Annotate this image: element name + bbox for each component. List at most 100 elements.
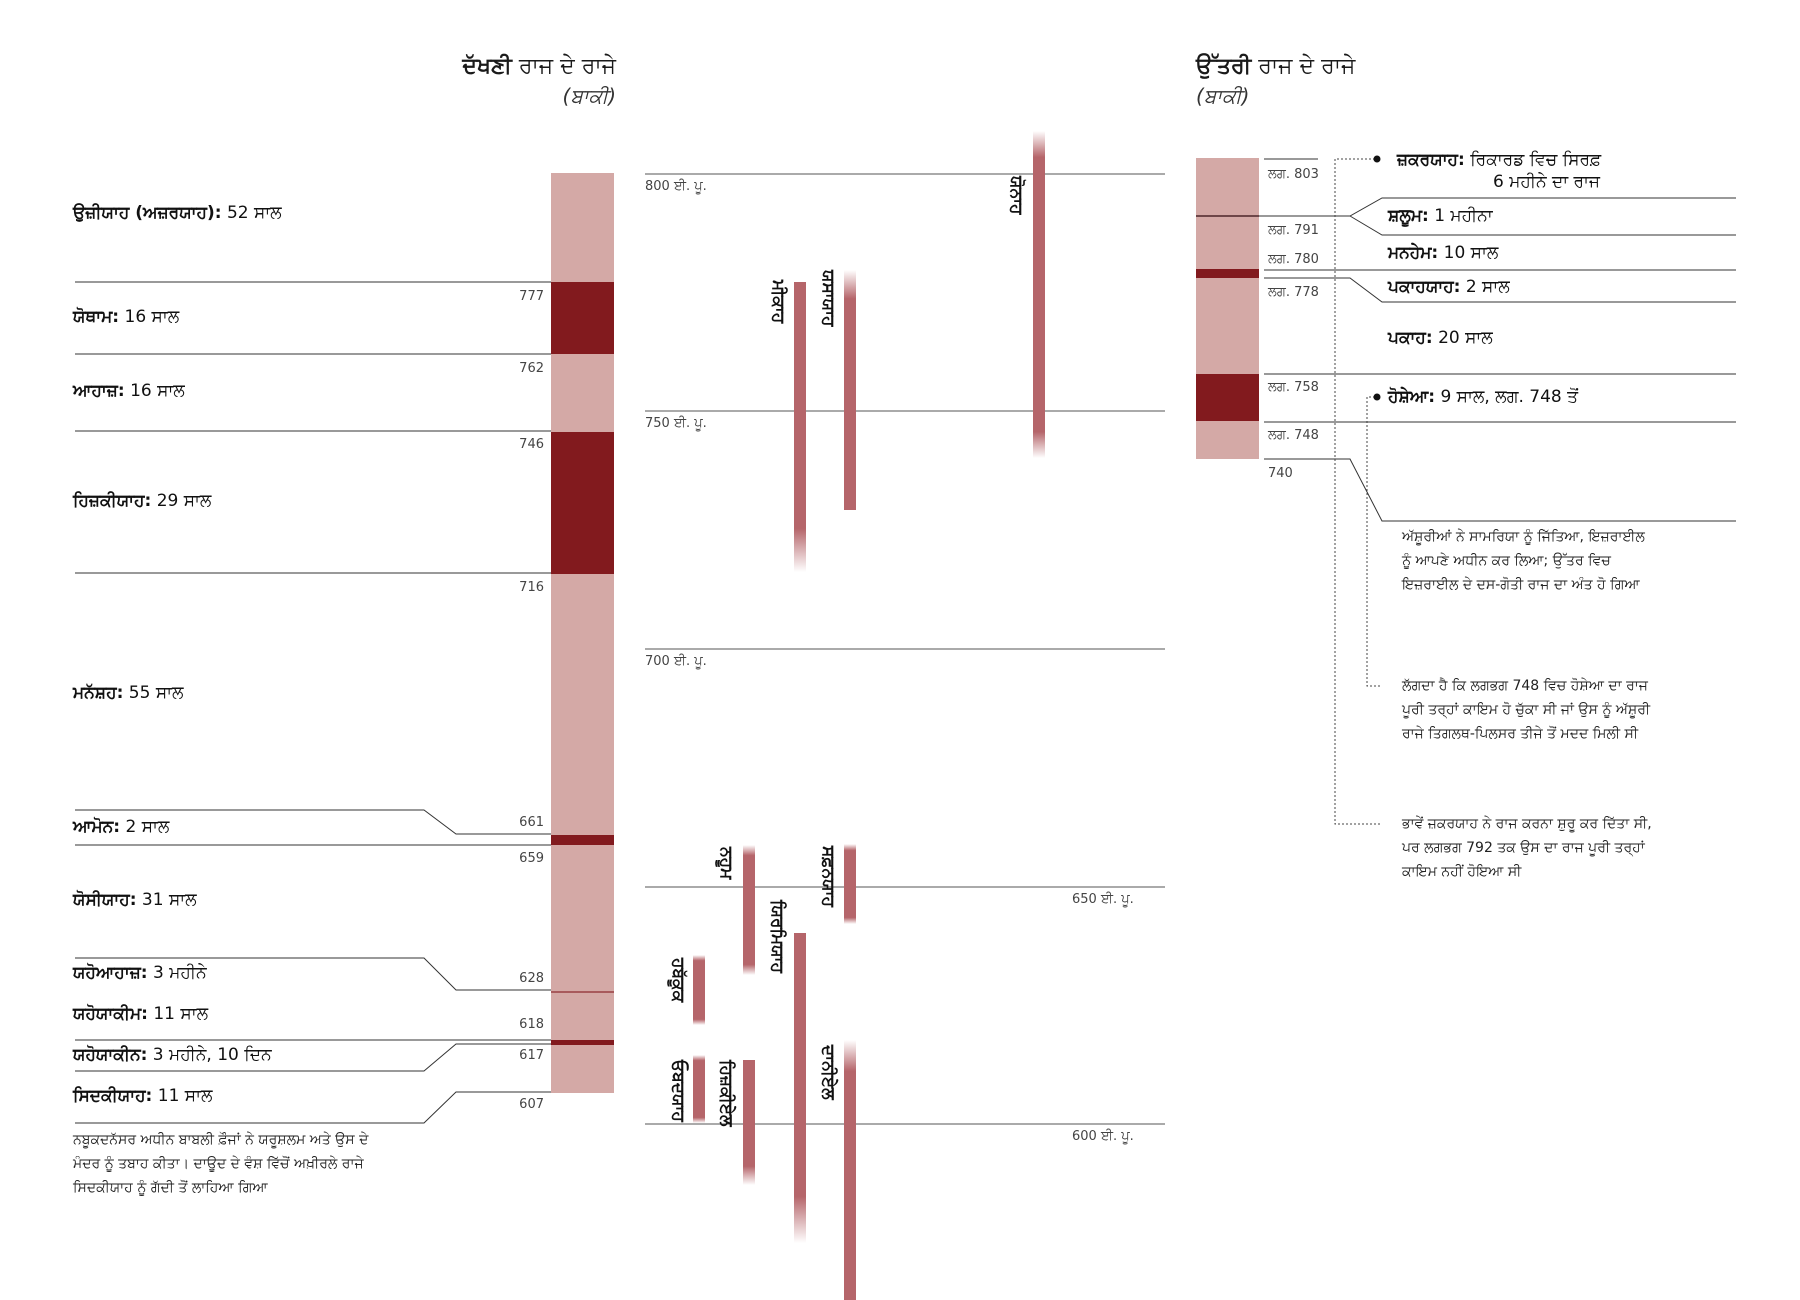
- south-king-manasseh: ਮਨੱਸ਼ਹ: 55 ਸਾਲ: [73, 683, 184, 703]
- prophet-label-jonah: ਯੋਨਾਹ: [1006, 176, 1026, 215]
- north-segment-hoshea-early: [1196, 374, 1259, 421]
- prophet-label-obadiah: ਓਬਦਯਾਹ: [668, 1060, 688, 1122]
- divider-617: [75, 1043, 551, 1072]
- north-divider-791b: [1349, 215, 1736, 236]
- era-label-800: 800 ਈ. ਪੂ.: [645, 179, 707, 194]
- south-year-661: 661: [519, 815, 544, 830]
- prophet-bar-jonah: [1033, 131, 1045, 458]
- south-king-hezekiah: ਹਿਜ਼ਕੀਯਾਹ: 29 ਸਾਲ: [73, 491, 212, 511]
- bullet-zechariah: [1373, 155, 1381, 163]
- reign-segment-zedekiah: [551, 1045, 614, 1093]
- south-king-ahaz: ਆਹਾਜ਼: 16 ਸਾਲ: [73, 381, 185, 401]
- north-divider-740: [1264, 458, 1736, 522]
- north-king-zechariah-reign: 6 ਮਹੀਨੇ ਦਾ ਰਾਜ: [1493, 172, 1601, 192]
- north-year-791: ਲਗ. 791: [1268, 223, 1319, 238]
- reign-segment-manasseh: [551, 574, 614, 835]
- south-king-jehoiachin: ਯਹੋਯਾਕੀਨ: 3 ਮਹੀਨੇ, 10 ਦਿਨ: [73, 1045, 272, 1065]
- north-king-shallum: ਸ਼ਲੂਮ: 1 ਮਹੀਨਾ: [1388, 206, 1493, 226]
- prophet-label-zephaniah: ਸਫ਼ਨਯਾਹ: [818, 846, 838, 907]
- north-segment-hoshea: [1196, 421, 1259, 459]
- south-king-uzziah: ਉਜ਼ੀਯਾਹ (ਅਜ਼ਰਯਾਹ): 52 ਸਾਲ: [73, 203, 282, 223]
- divider-607: [75, 1091, 551, 1124]
- prophet-label-habakkuk: ਹਬੱਕੂਕ: [668, 958, 688, 1003]
- south-king-jehoiakim: ਯਹੋਯਾਕੀਮ: 11 ਸਾਲ: [73, 1004, 209, 1024]
- reign-segment-jehoiakim: [551, 993, 614, 1040]
- prophet-bar-habakkuk: [693, 955, 705, 1025]
- era-label-600: 600 ਈ. ਪੂ.: [1072, 1129, 1134, 1144]
- reign-segment-ahaz: [551, 354, 614, 432]
- era-label-750: 750 ਈ. ਪੂ.: [645, 416, 707, 431]
- era-label-650: 650 ਈ. ਪੂ.: [1072, 892, 1134, 907]
- divider-628: [75, 957, 551, 991]
- north-note-conquest: ਅੱਸ਼ੂਰੀਆਂ ਨੇ ਸਾਮਰਿਯਾ ਨੂੰ ਜਿੱਤਿਆ, ਇਜ਼ਰਾਈਲ…: [1402, 529, 1645, 593]
- callout-zechariah: [1334, 158, 1382, 825]
- south-king-jehoahaz: ਯਹੋਆਹਾਜ਼: 3 ਮਹੀਨੇ: [73, 963, 207, 983]
- reign-segment-jehoiachin: [551, 1040, 614, 1045]
- north-king-zechariah: ਜ਼ਕਰਯਾਹ: ਰਿਕਾਰਡ ਵਿਚ ਸਿਰਫ਼: [1397, 150, 1602, 170]
- north-kingdom-title: ਉੱਤਰੀ ਰਾਜ ਦੇ ਰਾਜੇ: [1196, 54, 1356, 79]
- north-king-pekahiah: ਪਕਾਹਯਾਹ: 2 ਸਾਲ: [1388, 277, 1510, 297]
- north-segment-pekahiah: [1196, 269, 1259, 278]
- prophet-bar-daniel: [844, 1040, 856, 1300]
- north-segment-pekah: [1196, 278, 1259, 374]
- south-kingdom-subtitle: (ਬਾਕੀ): [562, 84, 616, 108]
- prophet-bar-zephaniah: [844, 844, 856, 924]
- south-divider-lines: [75, 281, 551, 1124]
- prophet-bars: [693, 131, 1045, 1300]
- prophet-bar-nahum: [743, 845, 755, 975]
- north-year-778: ਲਗ. 778: [1268, 285, 1319, 300]
- north-divider-778: [1264, 277, 1736, 303]
- south-year-617: 617: [519, 1048, 544, 1063]
- prophet-label-nahum: ਨਹੂਮ: [716, 847, 736, 880]
- north-segment-zechariah: [1196, 158, 1259, 215]
- prophet-label-jeremiah: ਯਿਰਮਿਯਾਹ: [767, 900, 787, 973]
- prophet-label-micah: ਮੀਕਾਹ: [768, 280, 788, 324]
- prophet-bar-obadiah: [693, 1055, 705, 1123]
- south-year-762: 762: [519, 361, 544, 376]
- reign-segment-jotham: [551, 282, 614, 354]
- south-year-618: 618: [519, 1017, 544, 1032]
- north-year-803: ਲਗ. 803: [1268, 167, 1319, 182]
- prophet-bar-ezekiel: [743, 1060, 755, 1185]
- north-year-740: 740: [1268, 466, 1293, 481]
- north-reign-bar: [1196, 158, 1259, 459]
- south-year-607: 607: [519, 1097, 544, 1112]
- prophet-label-daniel: ਦਾਨੀਏਲ: [818, 1045, 838, 1100]
- north-note-hoshea: ਲੱਗਦਾ ਹੈ ਕਿ ਲਗਭਗ 748 ਵਿਚ ਹੋਸ਼ੇਆ ਦਾ ਰਾਜ ਪ…: [1402, 678, 1651, 742]
- era-lines: [645, 173, 1165, 1125]
- south-king-zedekiah: ਸਿਦਕੀਯਾਹ: 11 ਸਾਲ: [73, 1086, 213, 1106]
- reign-segment-amon: [551, 835, 614, 845]
- bullet-hoshea: [1373, 393, 1381, 401]
- south-reign-bar: [551, 173, 614, 1093]
- divider-661: [75, 809, 551, 835]
- south-king-amon: ਆਮੋਨ: 2 ਸਾਲ: [73, 817, 170, 837]
- south-kingdom-title: ਦੱਖਣੀ ਰਾਜ ਦੇ ਰਾਜੇ: [462, 54, 616, 79]
- prophet-bar-jeremiah: [794, 933, 806, 1243]
- south-king-jotham: ਯੋਥਾਮ: 16 ਸਾਲ: [73, 307, 180, 327]
- prophet-bar-micah: [794, 282, 806, 572]
- north-year-748: ਲਗ. 748: [1268, 428, 1319, 443]
- north-note-zechariah: ਭਾਵੇਂ ਜ਼ਕਰਯਾਹ ਨੇ ਰਾਜ ਕਰਨਾ ਸ਼ੁਰੂ ਕਰ ਦਿੱਤਾ…: [1402, 816, 1652, 880]
- callout-hoshea: [1366, 396, 1382, 687]
- north-divider-791: [1196, 197, 1736, 217]
- reign-segment-jehoahaz: [551, 991, 614, 993]
- dotted-callouts: [1334, 158, 1382, 825]
- prophet-label-ezekiel: ਹਿਜ਼ਕੀਏਲ: [716, 1060, 736, 1127]
- era-label-700: 700 ਈ. ਪੂ.: [645, 654, 707, 669]
- reign-segment-uzziah: [551, 173, 614, 282]
- north-king-hoshea: ਹੋਸ਼ੇਆ: 9 ਸਾਲ, ਲਗ. 748 ਤੋਂ: [1388, 387, 1579, 407]
- north-divider-lines: [1196, 158, 1736, 522]
- south-year-746: 746: [519, 437, 544, 452]
- south-year-716: 716: [519, 580, 544, 595]
- prophet-bar-isaiah: [844, 270, 856, 510]
- south-year-777: 777: [519, 289, 544, 304]
- south-footnote: ਨਬੂਕਦਨੱਸਰ ਅਧੀਨ ਬਾਬਲੀ ਫ਼ੌਜਾਂ ਨੇ ਯਰੂਸ਼ਲਮ ਅ…: [73, 1132, 369, 1196]
- reign-segment-hezekiah: [551, 432, 614, 574]
- south-year-659: 659: [519, 851, 544, 866]
- prophet-label-isaiah: ਯਸਾਯਾਹ: [818, 270, 838, 327]
- north-year-758: ਲਗ. 758: [1268, 380, 1319, 395]
- north-king-pekah: ਪਕਾਹ: 20 ਸਾਲ: [1388, 328, 1493, 348]
- north-king-menahem: ਮਨਹੇਮ: 10 ਸਾਲ: [1388, 243, 1499, 263]
- north-kingdom-subtitle: (ਬਾਕੀ): [1196, 84, 1250, 108]
